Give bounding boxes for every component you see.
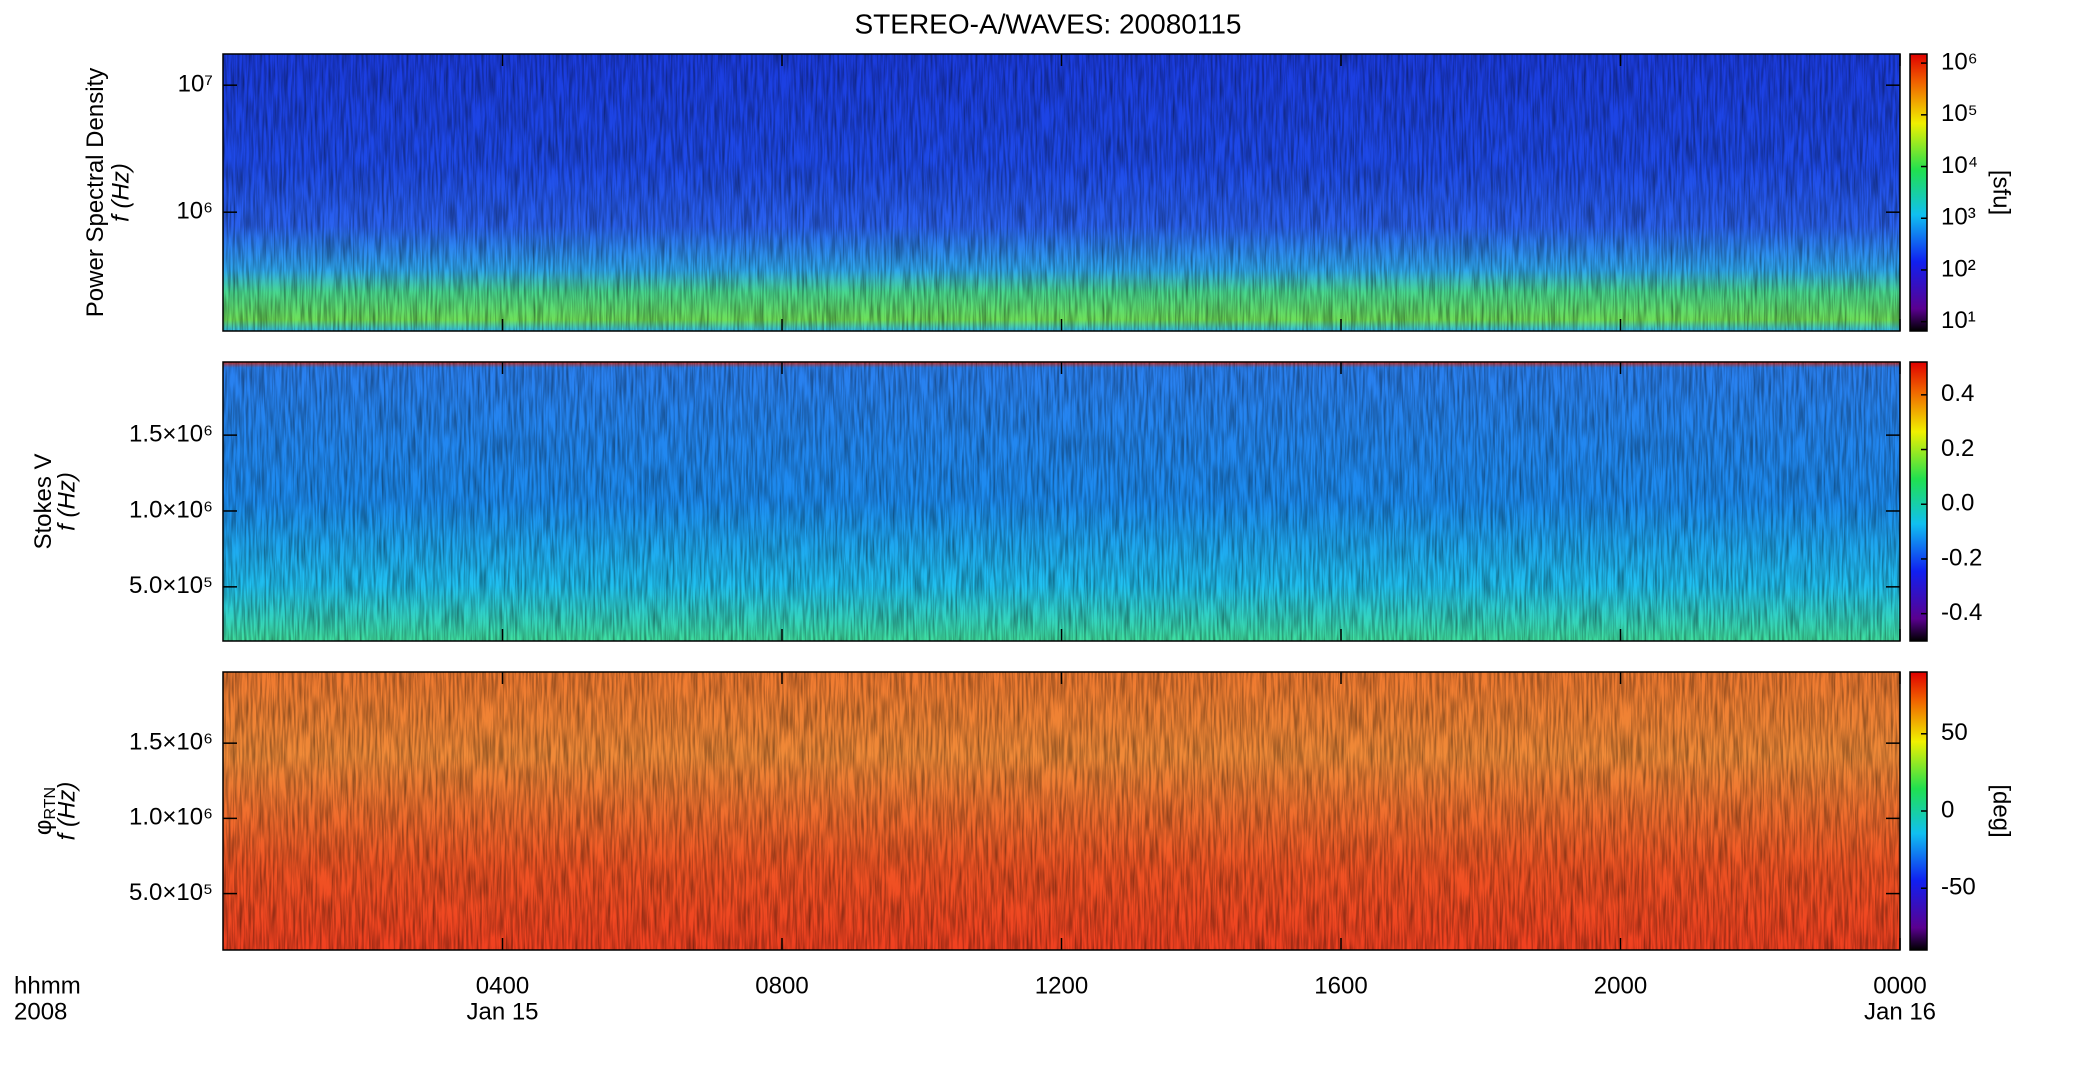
colorbar-tick-label: -0.2 bbox=[1941, 544, 1982, 571]
x-tick-label: 2000 bbox=[1594, 972, 1647, 999]
y-axis-label: Stokes V bbox=[30, 453, 57, 549]
x-date-label: Jan 15 bbox=[466, 998, 538, 1025]
x-row-label: 2008 bbox=[14, 998, 67, 1025]
y-tick-label: 10⁶ bbox=[176, 198, 213, 225]
spectrogram-texture bbox=[223, 362, 1900, 641]
y-tick-label: 5.0×10⁵ bbox=[129, 572, 213, 599]
y-tick-label: 5.0×10⁵ bbox=[129, 879, 213, 906]
colorbar-tick-label: 10⁴ bbox=[1941, 152, 1978, 179]
x-tick-label: 0000 bbox=[1873, 972, 1926, 999]
y-tick-label: 1.5×10⁶ bbox=[129, 728, 213, 755]
y-axis-label-text: Stokes V bbox=[30, 453, 57, 549]
x-tick-label: 1200 bbox=[1035, 972, 1088, 999]
y-axis-label: Power Spectral Density bbox=[82, 68, 109, 317]
colorbar-tick-label: -50 bbox=[1941, 874, 1976, 901]
y-axis-label-text: Power Spectral Density bbox=[82, 68, 109, 317]
colorbar-tick-label: 0.0 bbox=[1941, 490, 1974, 517]
colorbar bbox=[1909, 361, 1928, 642]
y-axis-label: f (Hz) bbox=[53, 472, 80, 531]
y-axis-label: φRTN bbox=[30, 787, 59, 835]
x-row-label: hhmm bbox=[14, 972, 81, 999]
y-axis-label: f (Hz) bbox=[107, 163, 134, 222]
spectrogram-texture bbox=[223, 672, 1900, 950]
y-tick-label: 1.0×10⁶ bbox=[129, 496, 213, 523]
spectrogram-texture bbox=[223, 54, 1900, 331]
colorbar-tick-label: 10⁶ bbox=[1941, 48, 1978, 75]
colorbar-tick-label: 0 bbox=[1941, 796, 1954, 823]
colorbar bbox=[1909, 53, 1928, 332]
y-axis-label-text: φ bbox=[30, 820, 57, 836]
colorbar-tick-label: 10⁵ bbox=[1941, 100, 1978, 127]
colorbar-label: [deg] bbox=[1988, 784, 2015, 837]
y-tick-label: 10⁷ bbox=[178, 71, 213, 98]
colorbar-label: [sfu] bbox=[1988, 170, 2015, 215]
colorbar-tick-label: 10¹ bbox=[1941, 307, 1976, 334]
colorbar-tick-label: 50 bbox=[1941, 719, 1968, 746]
colorbar-tick-label: 10² bbox=[1941, 255, 1976, 282]
x-tick-label: 0400 bbox=[476, 972, 529, 999]
y-tick-label: 1.5×10⁶ bbox=[129, 420, 213, 447]
y-axis-label-subscript: RTN bbox=[42, 787, 59, 820]
colorbar-tick-label: 10³ bbox=[1941, 204, 1976, 231]
y-axis-label: f (Hz) bbox=[53, 782, 80, 841]
colorbar-tick-label: 0.2 bbox=[1941, 435, 1974, 462]
colorbar-tick-label: -0.4 bbox=[1941, 599, 1982, 626]
x-tick-label: 0800 bbox=[755, 972, 808, 999]
chart-title: STEREO-A/WAVES: 20080115 bbox=[855, 8, 1242, 39]
y-tick-label: 1.0×10⁶ bbox=[129, 804, 213, 831]
colorbar-tick-label: 0.4 bbox=[1941, 380, 1974, 407]
x-tick-label: 1600 bbox=[1314, 972, 1367, 999]
x-date-label: Jan 16 bbox=[1864, 998, 1936, 1025]
